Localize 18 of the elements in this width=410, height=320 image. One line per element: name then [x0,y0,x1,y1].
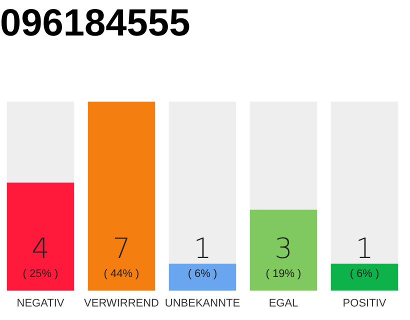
annotation: ( 6% ) [188,268,218,280]
data-label: 3 [274,232,292,265]
data-label: 1 [356,232,374,265]
data-label: 4 [32,232,50,265]
x-tick-label: NEGATIV [16,297,65,310]
bar [168,264,236,291]
x-tick-label: EGAL [268,297,298,310]
annotation: ( 6% ) [350,268,380,280]
annotation: ( 19% ) [266,268,302,280]
data-label: 7 [112,232,130,265]
x-tick-label: UNBEKANNTE [164,297,240,310]
x-tick-label: VERWIRREND [84,297,160,310]
data-label: 1 [194,232,212,265]
chart-title: 096184555 [0,2,190,44]
annotation: ( 44% ) [104,268,140,280]
x-tick-label: POSITIV [342,297,387,310]
bar [330,264,398,291]
annotation: ( 25% ) [22,268,58,280]
